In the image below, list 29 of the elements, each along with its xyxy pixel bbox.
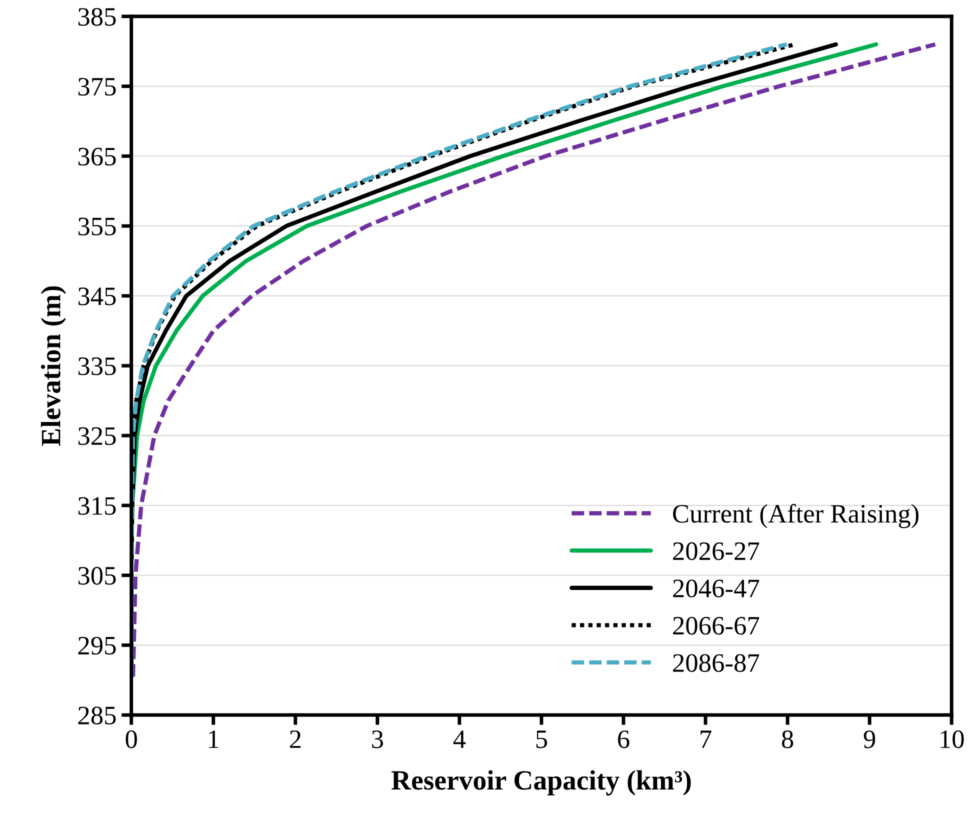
y-tick-label: 385 [78,8,116,26]
x-tick-label: 7 [700,730,712,748]
x-tick-label: 5 [536,730,548,748]
x-tick-label: 0 [126,730,137,748]
legend-label: Current (After Raising) [673,504,918,528]
y-tick-label: 315 [78,497,116,515]
y-tick-label: 365 [78,148,116,166]
y-tick-label: 355 [78,218,116,236]
legend-label: 2086-87 [673,654,760,672]
y-axis-title: Elevation (m) [40,286,66,446]
x-tick-label: 8 [782,730,794,748]
y-tick-label: 325 [78,427,116,445]
y-tick-label: 295 [78,636,116,655]
y-tick-label: 335 [78,357,116,376]
y-tick-label: 345 [78,288,116,306]
x-tick-label: 6 [618,730,630,748]
legend-label: 2046-47 [673,580,760,598]
x-tick-label: 10 [940,730,964,748]
x-tick-label: 9 [864,730,876,748]
y-tick-label: 305 [78,566,116,585]
legend-label: 2026-27 [673,542,760,560]
x-tick-label: 1 [209,730,218,748]
x-tick-label: 2 [290,730,301,748]
legend-label: 2066-67 [673,616,760,635]
y-tick-label: 285 [78,706,116,724]
x-axis-title: Reservoir Capacity (km³) [391,770,691,796]
x-tick-label: 4 [453,730,466,748]
x-tick-label: 3 [372,730,383,748]
y-tick-label: 375 [78,78,116,96]
